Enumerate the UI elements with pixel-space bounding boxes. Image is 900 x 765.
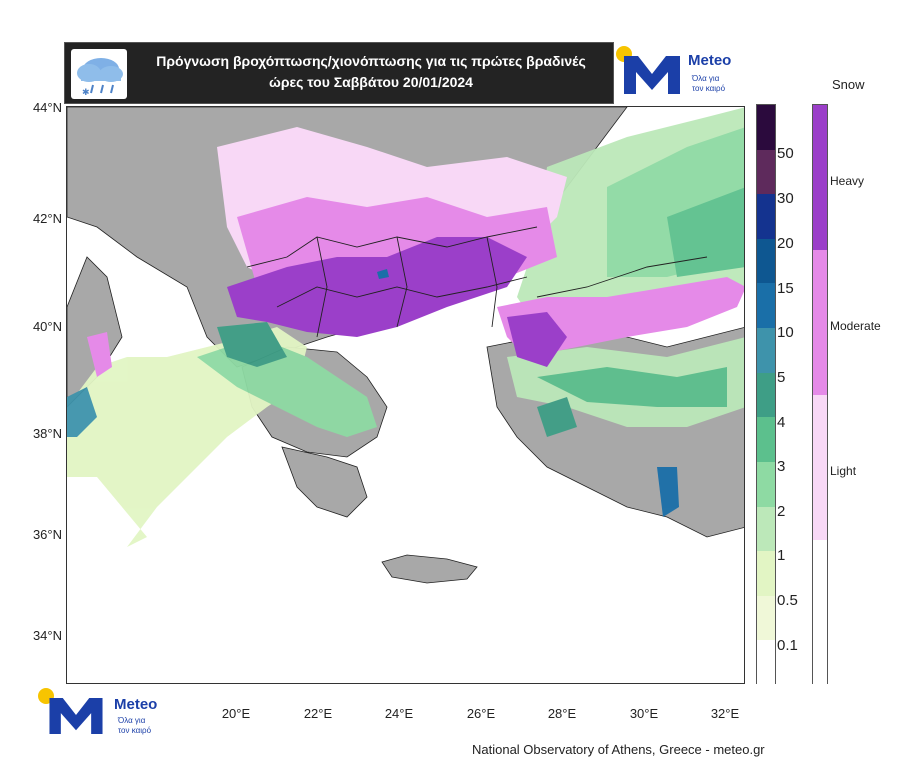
- snow-colorbar-segment: [813, 540, 827, 686]
- snow-colorbar-segment: [813, 250, 827, 396]
- scale-label: 0.5: [777, 592, 798, 609]
- colorbar-segment: [757, 506, 775, 552]
- scale-label: 4: [777, 414, 786, 431]
- colorbar-segment: [757, 595, 775, 641]
- rain-snow-cloud-icon: ✱: [71, 49, 127, 99]
- lon-label: 30°E: [629, 706, 659, 721]
- logo-slogan-2: τον καιρό: [118, 726, 152, 735]
- logo-brand: Meteo: [114, 696, 158, 713]
- logo-brand: Meteo: [688, 52, 732, 69]
- snow-level-label: Moderate: [830, 319, 881, 333]
- scale-label: 10: [777, 324, 794, 341]
- snow-level-label: Light: [830, 464, 857, 478]
- lon-label: 24°E: [384, 706, 414, 721]
- lon-label: 20°E: [221, 706, 251, 721]
- lon-label: 32°E: [710, 706, 740, 721]
- colorbar-segment: [757, 417, 775, 463]
- scale-label: 15: [777, 280, 794, 297]
- meteo-logo-bottom: Meteo Όλα για τον καιρό: [36, 688, 176, 740]
- lat-label: 40°N: [32, 319, 62, 334]
- colorbar-segment: [757, 149, 775, 195]
- colorbar-segment: [757, 640, 775, 686]
- logo-slogan-1: Όλα για: [692, 74, 720, 83]
- light-rain-areas: [67, 107, 744, 547]
- map-title: Πρόγνωση βροχόπτωσης/χιονόπτωσης για τις…: [131, 51, 611, 93]
- precipitation-colorbar: [756, 104, 776, 686]
- scale-label: 50: [777, 145, 794, 162]
- lon-label: 26°E: [466, 706, 496, 721]
- scale-label: 2: [777, 503, 786, 520]
- lon-label: 22°E: [303, 706, 333, 721]
- colorbar-segment: [757, 283, 775, 329]
- scale-label: 1: [777, 547, 786, 564]
- lat-label: 42°N: [32, 211, 62, 226]
- m-logo-icon: [624, 56, 680, 94]
- logo-slogan-1: Όλα για: [118, 716, 146, 725]
- lat-label: 44°N: [32, 100, 62, 115]
- colorbar-segment: [757, 194, 775, 240]
- snow-colorbar-segment: [813, 395, 827, 541]
- scale-label: 3: [777, 458, 786, 475]
- title-line-2: ώρες του Σαββάτου 20/01/2024: [269, 74, 473, 90]
- svg-text:✱: ✱: [82, 87, 90, 97]
- precipitation-map: [66, 106, 745, 684]
- lat-label: 36°N: [32, 527, 62, 542]
- colorbar-segment: [757, 328, 775, 374]
- snow-colorbar: [812, 104, 828, 686]
- colorbar-segment: [757, 238, 775, 284]
- scale-label: 0.1: [777, 637, 798, 654]
- colorbar-segment: [757, 372, 775, 418]
- scale-label: 30: [777, 190, 794, 207]
- country-borders: [246, 226, 708, 338]
- lat-label: 34°N: [32, 628, 62, 643]
- snow-colorbar-segment: [813, 105, 827, 251]
- scale-label: 5: [777, 369, 786, 386]
- colorbar-segment: [757, 461, 775, 508]
- logo-slogan-2: τον καιρό: [692, 84, 726, 93]
- lat-label: 38°N: [32, 426, 62, 441]
- meteo-logo-top: Meteo Όλα για τον καιρό: [616, 44, 746, 100]
- colorbar-segment: [757, 551, 775, 597]
- lon-label: 28°E: [547, 706, 577, 721]
- snow-level-label: Heavy: [830, 174, 865, 188]
- credit-text: National Observatory of Athens, Greece -…: [472, 742, 765, 757]
- m-logo-icon: [49, 698, 103, 734]
- title-banner: ✱ Πρόγνωση βροχόπτωσης/χιονόπτωσης για τ…: [64, 42, 614, 104]
- snow-scale-title: Snow: [832, 77, 865, 92]
- colorbar-segment: [757, 105, 775, 151]
- scale-label: 20: [777, 235, 794, 252]
- title-line-1: Πρόγνωση βροχόπτωσης/χιονόπτωσης για τις…: [156, 53, 586, 69]
